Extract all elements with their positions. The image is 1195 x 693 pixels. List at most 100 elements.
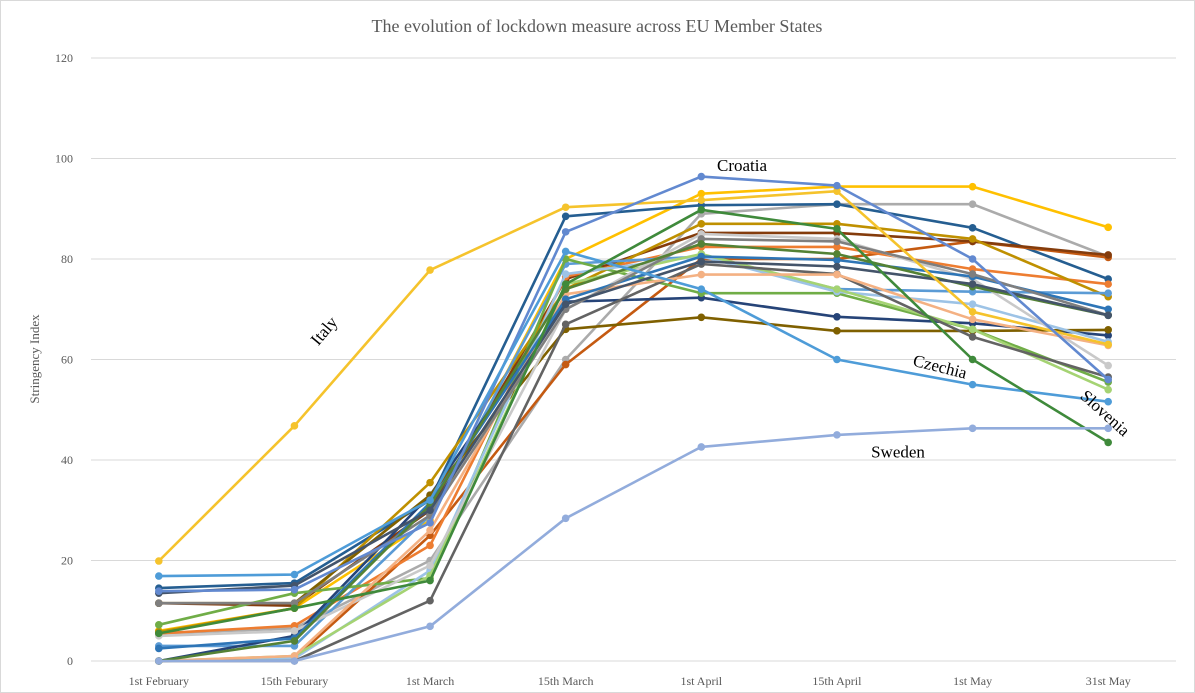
data-point xyxy=(968,255,977,263)
data-point xyxy=(833,181,841,190)
series-italy xyxy=(155,187,1112,565)
data-point xyxy=(968,325,977,334)
data-point xyxy=(968,224,977,232)
y-tick-label: 0 xyxy=(67,654,73,668)
data-point xyxy=(833,312,841,321)
data-point xyxy=(155,657,163,665)
data-point xyxy=(833,187,841,195)
x-tick-labels: 1st February 15th Feburary 1st March 15th M… xyxy=(129,674,1131,688)
series-czechia xyxy=(155,247,1112,580)
series-line xyxy=(157,208,1110,635)
x-tick-label: 1st February xyxy=(129,674,189,688)
data-point xyxy=(697,257,706,266)
data-point xyxy=(833,270,841,279)
data-point xyxy=(1104,361,1112,370)
data-point xyxy=(697,443,706,451)
data-point xyxy=(968,315,977,324)
series-11 xyxy=(155,243,1112,638)
data-point xyxy=(561,280,570,288)
data-point xyxy=(968,200,977,209)
data-point xyxy=(697,205,706,214)
data-point xyxy=(1104,438,1112,447)
data-point xyxy=(833,262,841,271)
data-point xyxy=(968,333,977,341)
data-point xyxy=(290,627,299,635)
data-point xyxy=(290,570,299,579)
annotation-italy: Italy xyxy=(307,312,342,348)
data-point xyxy=(697,285,706,293)
series-line xyxy=(157,315,1110,605)
data-point xyxy=(561,360,570,369)
data-point xyxy=(833,285,841,293)
series-line xyxy=(157,202,1110,590)
data-point xyxy=(561,320,570,329)
data-point xyxy=(1104,251,1112,259)
data-point xyxy=(561,270,570,278)
x-tick-label: 1st April xyxy=(680,674,722,688)
data-point xyxy=(426,526,434,535)
data-point xyxy=(426,506,434,515)
y-tick-label: 20 xyxy=(61,554,73,568)
data-point xyxy=(1104,326,1112,334)
series-croatia xyxy=(155,172,1112,595)
data-point xyxy=(1104,424,1112,433)
data-point xyxy=(1104,397,1112,406)
data-point xyxy=(833,431,841,439)
data-point xyxy=(426,576,434,585)
series-6 xyxy=(155,182,1112,635)
series-line xyxy=(157,262,1110,663)
data-point xyxy=(155,644,163,653)
data-point xyxy=(561,203,570,212)
data-point xyxy=(968,355,977,364)
series-line xyxy=(157,240,1110,663)
data-point xyxy=(1104,289,1112,297)
data-point xyxy=(1104,223,1112,232)
x-tick-label: 15th April xyxy=(812,674,862,688)
y-tick-labels: 0 20 40 60 80 100 120 xyxy=(55,51,73,668)
y-tick-label: 120 xyxy=(55,51,73,65)
data-point xyxy=(697,196,706,205)
data-point xyxy=(561,247,570,256)
y-tick-label: 100 xyxy=(55,152,73,166)
series-line xyxy=(157,250,1110,578)
x-tick-label: 31st May xyxy=(1086,674,1131,688)
data-point xyxy=(426,266,434,274)
data-point xyxy=(290,637,299,645)
data-point xyxy=(155,572,163,580)
y-axis-label: Stringency Index xyxy=(27,314,42,404)
annotation-slovenia: Slovenia xyxy=(1077,386,1134,440)
data-point xyxy=(833,237,841,246)
x-tick-label: 1st March xyxy=(406,674,454,688)
data-point xyxy=(833,327,841,335)
gridlines xyxy=(91,57,1176,662)
series-line xyxy=(157,426,1110,663)
data-point xyxy=(697,189,706,198)
data-point xyxy=(155,587,163,595)
data-point xyxy=(833,200,841,209)
data-point xyxy=(290,657,299,665)
data-point xyxy=(968,235,977,243)
y-tick-label: 80 xyxy=(61,252,73,266)
y-tick-label: 60 xyxy=(61,353,73,367)
data-point xyxy=(561,212,570,221)
data-point xyxy=(155,629,163,638)
data-point xyxy=(1104,385,1112,394)
data-point xyxy=(697,220,706,228)
data-point xyxy=(833,256,841,264)
data-point xyxy=(697,313,706,322)
data-point xyxy=(1104,331,1112,340)
data-point xyxy=(561,228,570,236)
data-point xyxy=(968,270,977,278)
data-point xyxy=(1104,311,1112,320)
data-point xyxy=(968,300,977,309)
data-point xyxy=(290,422,299,430)
series-line xyxy=(157,237,1110,605)
series-14 xyxy=(155,293,1112,665)
series-lines xyxy=(155,172,1112,665)
data-point xyxy=(968,424,977,433)
data-point xyxy=(155,621,163,629)
series-line xyxy=(157,185,1110,633)
data-point xyxy=(697,240,706,248)
